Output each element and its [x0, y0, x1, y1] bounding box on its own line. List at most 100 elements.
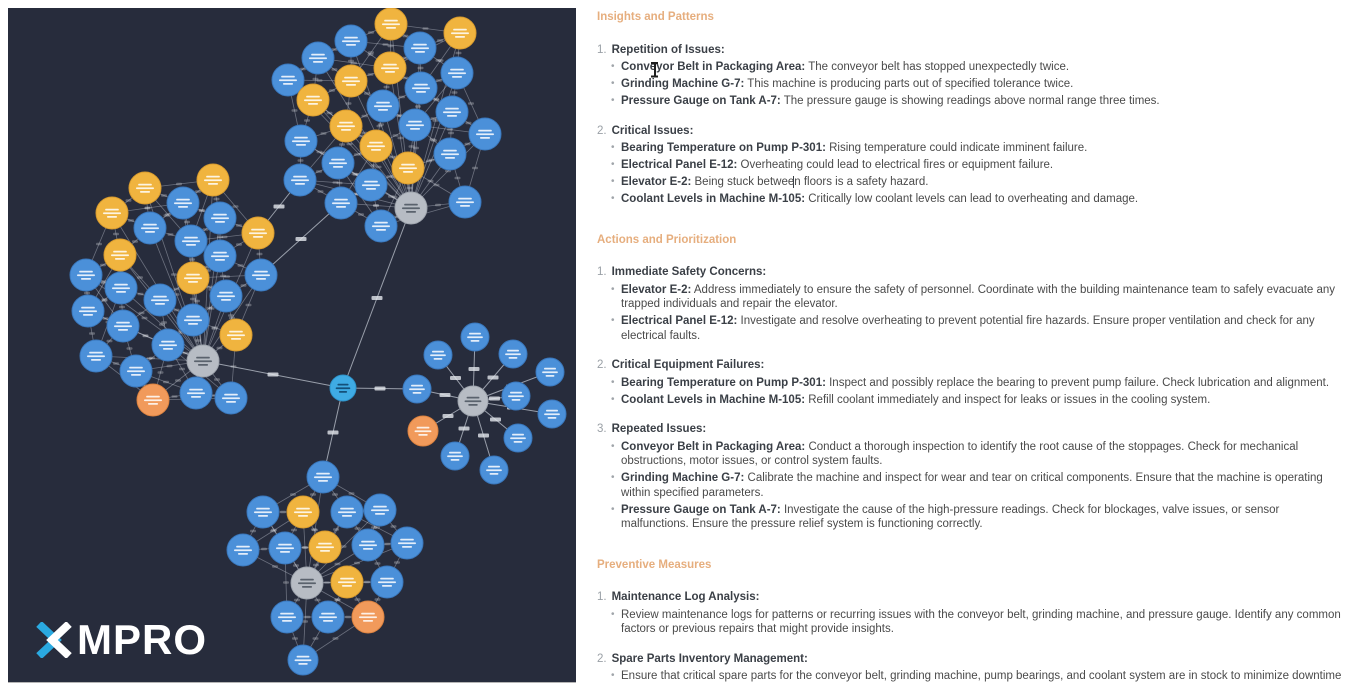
graph-node[interactable] — [402, 374, 432, 404]
graph-node[interactable] — [176, 261, 210, 295]
graph-node[interactable] — [186, 344, 220, 378]
graph-node[interactable] — [433, 137, 467, 171]
graph-node[interactable] — [329, 109, 363, 143]
node-label-lines — [378, 581, 396, 584]
graph-node[interactable] — [448, 185, 482, 219]
graph-node[interactable] — [151, 328, 185, 362]
graph-node[interactable] — [351, 528, 385, 562]
graph-node[interactable] — [330, 565, 364, 599]
graph-node[interactable] — [374, 8, 408, 41]
graph-node[interactable] — [334, 64, 368, 98]
graph-node[interactable] — [479, 455, 509, 485]
graph-node[interactable] — [311, 600, 345, 634]
graph-node[interactable] — [460, 322, 490, 352]
graph-node[interactable] — [244, 258, 278, 292]
graph-node[interactable] — [196, 163, 230, 197]
graph-node[interactable] — [214, 381, 248, 415]
graph-node[interactable] — [203, 201, 237, 235]
graph-node[interactable] — [370, 565, 404, 599]
graph-node[interactable] — [71, 294, 105, 328]
graph-node[interactable] — [351, 600, 385, 634]
edge-label — [371, 296, 383, 300]
graph-node[interactable] — [394, 191, 428, 225]
graph-node[interactable] — [79, 339, 113, 373]
graph-node[interactable] — [334, 24, 368, 58]
graph-node[interactable] — [364, 209, 398, 243]
graph-node[interactable] — [104, 271, 138, 305]
graph-node[interactable] — [391, 151, 425, 185]
graph-node[interactable] — [290, 566, 324, 600]
graph-node[interactable] — [283, 163, 317, 197]
graph-node[interactable] — [440, 56, 474, 90]
graph-node[interactable] — [95, 196, 129, 230]
edge-label — [345, 615, 351, 619]
graph-node[interactable] — [287, 644, 319, 676]
graph-node[interactable] — [128, 171, 162, 205]
graph-node[interactable] — [321, 146, 355, 180]
graph-node[interactable] — [179, 376, 213, 410]
graph-node[interactable] — [286, 495, 320, 529]
graph-node[interactable] — [241, 216, 275, 250]
graph-node[interactable] — [69, 258, 103, 292]
graph-node[interactable] — [457, 385, 489, 417]
graph-node[interactable] — [246, 495, 280, 529]
graph-node[interactable] — [296, 83, 330, 117]
graph-node[interactable] — [301, 41, 335, 75]
node-label-lines — [432, 350, 444, 353]
graph-node[interactable] — [306, 460, 340, 494]
graph-node[interactable] — [398, 108, 432, 142]
graph-node[interactable] — [133, 211, 167, 245]
graph-node[interactable] — [354, 168, 388, 202]
graph-node[interactable] — [363, 493, 397, 527]
node-label-lines — [544, 367, 556, 370]
graph-node[interactable] — [203, 239, 237, 273]
knowledge-graph[interactable] — [8, 8, 576, 682]
graph-node[interactable] — [468, 117, 502, 151]
graph-node[interactable] — [166, 186, 200, 220]
node-label-lines — [194, 360, 212, 363]
graph-node[interactable] — [270, 600, 304, 634]
graph-node[interactable] — [103, 238, 137, 272]
graph-node[interactable] — [136, 383, 170, 417]
graph-node[interactable] — [119, 354, 153, 388]
graph-node[interactable] — [501, 381, 531, 411]
graph-node[interactable] — [271, 63, 305, 97]
graph-edge — [202, 255, 221, 362]
graph-node[interactable] — [537, 399, 567, 429]
graph-node[interactable] — [503, 423, 533, 453]
graph-node[interactable] — [403, 31, 437, 65]
graph-node[interactable] — [176, 303, 210, 337]
graph-node[interactable] — [330, 495, 364, 529]
graph-node[interactable] — [324, 186, 358, 220]
graph-node[interactable] — [373, 51, 407, 85]
graph-node[interactable] — [443, 16, 477, 50]
graph-node[interactable] — [219, 318, 253, 352]
graph-node[interactable] — [359, 129, 393, 163]
node-label-lines — [227, 334, 245, 337]
graph-node[interactable] — [498, 339, 528, 369]
graph-node[interactable] — [366, 89, 400, 123]
graph-node[interactable] — [174, 224, 208, 258]
graph-node[interactable] — [404, 71, 438, 105]
graph-node[interactable] — [423, 340, 453, 370]
analysis-panel[interactable]: Insights and Patterns 1. Repetition of Iss… — [576, 0, 1361, 689]
graph-node[interactable] — [535, 357, 565, 387]
graph-node[interactable] — [106, 309, 140, 343]
graph-node[interactable] — [209, 279, 243, 313]
graph-node[interactable] — [308, 530, 342, 564]
graph-node[interactable] — [435, 95, 469, 129]
edge-label — [125, 199, 132, 202]
numbered-item: 1. Maintenance Log Analysis: Review mainte… — [597, 590, 1349, 637]
graph-node[interactable] — [226, 533, 260, 567]
graph-node[interactable] — [268, 531, 302, 565]
graph-node[interactable] — [407, 415, 439, 447]
graph-node[interactable] — [143, 283, 177, 317]
edge-label — [345, 102, 352, 105]
graph-node[interactable] — [329, 374, 357, 402]
graph-node[interactable] — [284, 124, 318, 158]
edge-label — [367, 73, 374, 76]
node-label-lines — [488, 465, 500, 468]
graph-node[interactable] — [390, 526, 424, 560]
edge-label — [137, 292, 144, 296]
graph-node[interactable] — [440, 441, 470, 471]
